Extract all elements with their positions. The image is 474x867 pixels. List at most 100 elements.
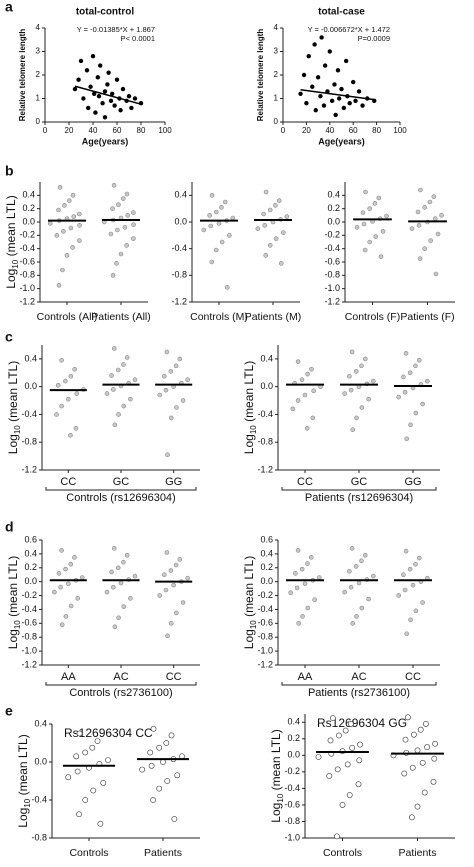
- point: [213, 247, 219, 253]
- point: [79, 575, 85, 580]
- y-tick-label: -1.2: [257, 659, 273, 669]
- point: [109, 373, 114, 378]
- point: [209, 193, 215, 198]
- point: [106, 70, 111, 75]
- point: [428, 238, 433, 243]
- point: [315, 754, 322, 760]
- point: [347, 721, 354, 727]
- point: [334, 766, 341, 773]
- point: [161, 572, 167, 578]
- x-tick-label: 20: [65, 126, 74, 135]
- point: [121, 362, 126, 367]
- y-label-rest: (mean LTL): [16, 734, 30, 798]
- point: [309, 367, 314, 372]
- y-tick-label: 0.0: [24, 381, 37, 391]
- point: [408, 422, 413, 428]
- point: [59, 622, 65, 628]
- point: [372, 201, 378, 206]
- point: [414, 803, 421, 810]
- y-tick-label: -0.4: [21, 604, 37, 614]
- panel-label: d: [5, 519, 14, 535]
- point: [366, 596, 371, 602]
- y-tick-label: -0.6: [324, 256, 340, 266]
- point: [263, 189, 269, 195]
- point: [357, 741, 363, 748]
- y-tick-label: -0.8: [257, 437, 273, 447]
- point: [348, 387, 354, 393]
- chart-title: Rs12696304 CC: [64, 726, 153, 740]
- point: [124, 243, 129, 248]
- y-axis-label: Log10 (mean LTL): [6, 556, 22, 649]
- x-tick-label: Controls: [323, 847, 362, 859]
- point: [168, 568, 174, 573]
- y-axis-label: Log10 (mean LTL): [242, 556, 258, 649]
- point: [115, 367, 121, 373]
- x-tick-label: Patients: [144, 847, 182, 859]
- chart-title: total-control: [76, 7, 135, 18]
- x-tick-label: 80: [137, 126, 146, 135]
- y-tick-label: 0.0: [174, 216, 187, 226]
- point: [95, 75, 101, 80]
- point: [341, 105, 347, 111]
- point: [63, 614, 69, 619]
- point: [363, 189, 368, 195]
- point: [61, 229, 66, 234]
- point: [420, 600, 425, 605]
- y-tick-label: -0.4: [31, 794, 47, 804]
- point: [100, 101, 105, 106]
- y-tick-label: 0.4: [327, 190, 340, 200]
- point: [294, 585, 300, 591]
- point: [344, 761, 351, 768]
- point: [263, 253, 269, 258]
- point: [302, 392, 308, 398]
- y-label-rest: (mean LTL): [269, 729, 283, 793]
- point: [416, 357, 422, 363]
- x-tick-label: GG: [165, 476, 182, 488]
- y-tick-label: 0.4: [260, 353, 273, 363]
- y-tick-label: -0.2: [257, 590, 273, 600]
- point: [168, 369, 174, 374]
- point: [326, 773, 333, 779]
- point: [59, 357, 64, 363]
- point: [163, 740, 170, 746]
- y-label-base: Log: [269, 803, 283, 823]
- panel-label: a: [5, 0, 13, 15]
- point: [116, 615, 121, 621]
- point: [56, 283, 62, 288]
- point: [118, 251, 124, 257]
- point: [396, 394, 401, 400]
- point: [173, 562, 179, 568]
- point: [88, 84, 93, 89]
- point: [121, 403, 127, 409]
- point: [413, 608, 419, 614]
- point: [110, 584, 116, 590]
- point: [304, 426, 310, 431]
- point: [409, 764, 416, 771]
- point: [350, 427, 356, 433]
- point: [359, 558, 364, 564]
- point: [120, 196, 126, 201]
- point: [335, 68, 341, 73]
- point: [362, 247, 368, 253]
- y-tick-label: -0.8: [257, 632, 273, 642]
- point: [402, 587, 408, 593]
- point: [376, 195, 382, 201]
- point: [131, 222, 136, 227]
- point: [82, 797, 89, 803]
- point: [349, 546, 355, 551]
- x-tick-label: 60: [113, 126, 122, 135]
- y-tick-label: -0.6: [257, 618, 273, 628]
- trend-line: [74, 85, 142, 105]
- chart-title: total-case: [318, 7, 365, 18]
- y-axis-label: Log10 (mean LTL): [16, 734, 32, 827]
- point: [288, 590, 293, 596]
- y-tick-label: 0.0: [327, 216, 340, 226]
- point: [347, 568, 352, 574]
- point: [207, 213, 212, 218]
- point: [347, 373, 352, 379]
- point: [74, 768, 81, 775]
- point: [354, 415, 359, 421]
- point: [296, 621, 302, 626]
- point: [332, 82, 337, 87]
